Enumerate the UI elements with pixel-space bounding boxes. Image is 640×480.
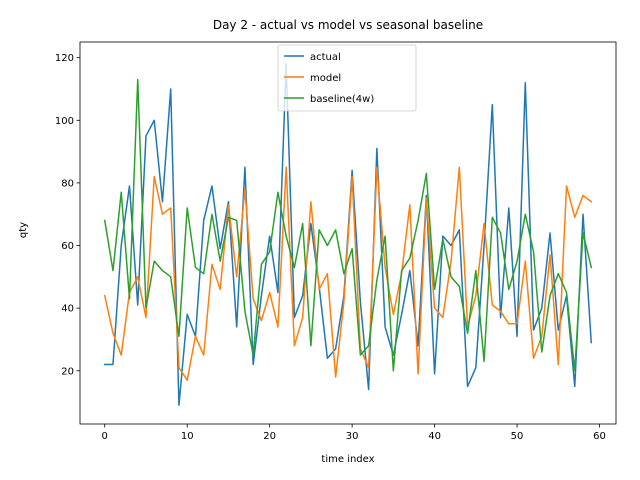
legend: actual model baseline(4w) <box>277 44 417 112</box>
series-line-1 <box>103 166 593 381</box>
y-tick-label-0: 20 <box>61 366 74 377</box>
y-tick-label-1: 40 <box>61 304 74 315</box>
legend-label-1: model <box>310 73 341 84</box>
legend-label-2: baseline(4w) <box>310 94 374 105</box>
x-tick-label-2: 20 <box>263 431 276 442</box>
y-tick-label-4: 100 <box>55 116 74 127</box>
y-tick-label-3: 80 <box>61 178 74 189</box>
y-tick-label-5: 120 <box>55 53 74 64</box>
legend-frame <box>277 44 417 112</box>
x-axis-label: time index <box>321 454 374 465</box>
chart-title: Day 2 - actual vs model vs seasonal base… <box>213 18 483 32</box>
legend-label-0: actual <box>310 52 341 63</box>
x-tick-label-1: 10 <box>181 431 194 442</box>
x-tick-label-3: 30 <box>346 431 359 442</box>
series-line-2 <box>103 78 593 372</box>
x-tick-label-5: 50 <box>511 431 524 442</box>
axes-frame <box>79 41 617 425</box>
plot-area: 0 10 20 30 40 50 60 20 40 60 80 100 120 <box>55 41 617 442</box>
y-axis-label: qty <box>18 222 29 238</box>
x-tick-label-6: 60 <box>593 431 606 442</box>
x-tick-label-4: 40 <box>428 431 441 442</box>
x-tick-label-0: 0 <box>102 431 108 442</box>
y-tick-label-2: 60 <box>61 241 74 252</box>
